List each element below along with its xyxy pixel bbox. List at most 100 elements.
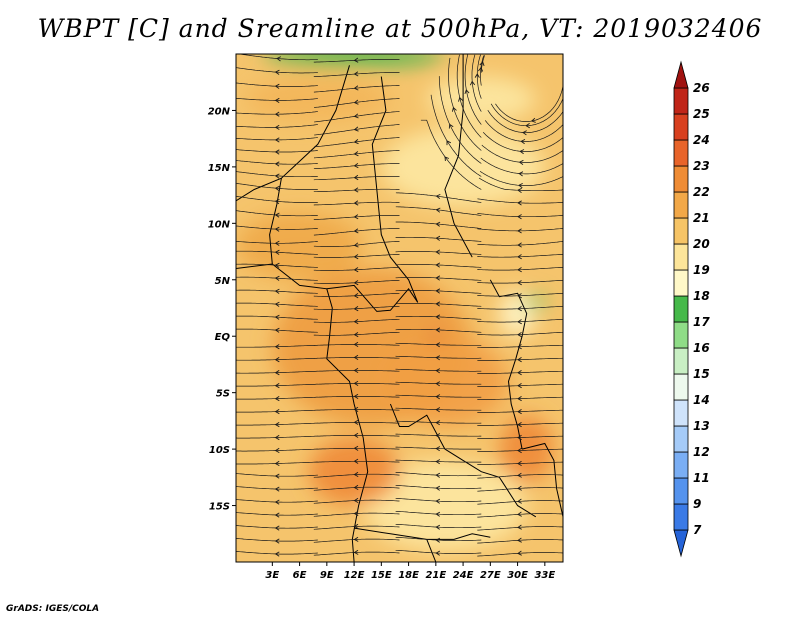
streamline-83 [313,331,400,336]
streamline-124 [236,461,318,465]
streamline-42 [395,192,482,203]
streamline-131 [313,486,400,491]
streamline-38 [420,119,482,190]
streamline-arrow-0 [353,57,359,63]
streamline-arrow-140 [274,512,280,518]
streamline-128 [236,473,318,477]
streamline-77 [477,318,563,323]
streamline-arrow-95 [353,367,359,373]
streamline-arrow-108 [274,409,280,415]
streamline-94 [395,368,482,372]
lon-tick-label-10: 33E [534,570,555,581]
streamline-arrow-57 [517,254,522,260]
lat-tick-label-4: EQ [215,332,231,343]
streamline-40 [236,183,318,190]
streamline-arrow-135 [353,497,359,503]
streamline-arrow-102 [435,394,441,400]
longitude-axis: 3E 6E 9E 12E 15E 18E 21E 24E 27E 30E 33E [265,562,555,581]
colorbar-label-1: 9 [693,497,701,511]
wbpt-region-central-warm [381,336,509,427]
streamline-140 [236,512,318,516]
streamline-65 [477,279,563,284]
streamline-34 [430,94,482,177]
colorbar-label-4: 13 [693,419,710,433]
streamline-75 [313,305,400,310]
map-frame [235,53,564,563]
streamline-84 [236,328,318,333]
streamline-arrow-60 [274,249,280,255]
latitude-axis: 20N 15N 10N 5N EQ 5S 10S 15S [208,106,236,513]
streamline-arrow-128 [274,473,280,479]
streamline-92 [236,357,318,361]
streamline-arrow-30 [448,123,454,129]
streamline-15 [314,111,400,123]
streamline-120 [236,448,318,452]
country-border-5 [521,442,563,517]
colorbar-box-5 [673,373,689,401]
lat-tick-label-0: 20N [208,106,231,117]
streamline-arrow-85 [517,344,522,350]
streamline-87 [313,344,400,346]
streamline-arrow-99 [353,380,359,386]
streamline-arrow-9 [525,123,530,129]
streamline-103 [313,396,400,398]
streamline-arrow-46 [435,207,441,213]
streamline-arrow-70 [435,288,441,294]
streamline-81 [477,331,563,336]
streamline-arrow-112 [274,422,280,428]
colorbar-label-5: 14 [693,393,710,407]
streamline-arrow-10 [474,73,480,78]
streamline-145 [477,539,563,544]
lat-tick-label-1: 15N [208,163,231,174]
streamline-82 [395,328,482,333]
streamline-arrow-121 [517,460,522,466]
streamline-arrow-148 [274,538,280,544]
wbpt-region-sahel-pale [381,127,545,207]
streamline-21 [482,132,563,152]
colorbar-label-8: 17 [693,315,710,329]
streamline-arrow-139 [353,510,359,516]
lon-tick-label-9: 30E [507,570,528,581]
streamline-97 [477,383,563,387]
streamline-50 [395,221,482,229]
streamline-129 [477,487,563,492]
streamline-132 [236,486,318,490]
colorbar-box-12 [673,191,689,219]
colorbar-label-11: 20 [693,237,710,251]
streamline-arrow-58 [435,249,441,255]
wbpt-region-south-pale [363,460,527,551]
streamline-arrow-118 [435,446,441,452]
streamline-14 [471,54,482,112]
streamline-107 [313,409,400,411]
streamline-arrow-79 [353,319,359,325]
streamline-arrow-107 [353,406,359,412]
streamline-130 [395,484,482,490]
colorbar-label-15: 24 [693,133,710,147]
streamline-0 [313,59,400,63]
streamline-117 [477,448,563,452]
streamline-arrow-29 [518,171,524,177]
streamline-36 [236,171,318,178]
streamline-arrow-16 [274,111,280,117]
streamline-arrow-141 [517,524,522,530]
streamline-arrow-91 [353,354,359,360]
streamline-arrow-36 [274,173,280,179]
streamline-55 [313,241,400,247]
streamline-25 [481,144,563,163]
colorbar-label-13: 22 [693,185,710,199]
streamline-146 [395,536,482,542]
streamline-7 [313,85,400,93]
streamline-108 [236,409,318,413]
streamline-arrow-101 [517,396,522,402]
colorbar-label-17: 26 [693,81,710,95]
streamline-arrow-120 [274,447,280,453]
streamline-151 [313,551,400,556]
country-border-1 [236,65,350,202]
streamline-arrow-100 [274,383,280,389]
streamline-66 [395,277,482,281]
streamline-10 [476,54,482,99]
streamline-arrow-49 [517,228,522,234]
streamline-95 [313,370,400,372]
country-borders [236,54,563,562]
streamline-arrow-73 [517,306,522,312]
